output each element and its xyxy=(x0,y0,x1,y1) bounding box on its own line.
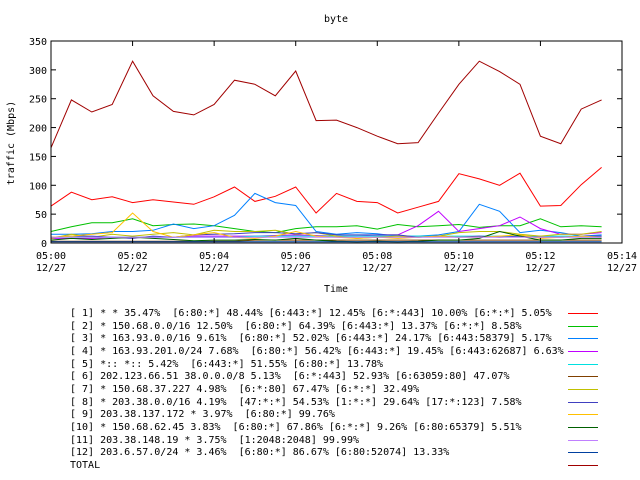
y-tick-label: 150 xyxy=(29,152,47,163)
y-axis-label: traffic (Mbps) xyxy=(6,101,17,185)
plot-frame xyxy=(50,40,623,244)
x-tick-time: 05:06 xyxy=(281,251,311,262)
y-tick-label: 200 xyxy=(29,124,47,135)
series-lines xyxy=(50,60,602,243)
x-tick-time: 05:12 xyxy=(525,251,555,262)
x-tick-time: 05:00 xyxy=(36,251,66,262)
axis-ticks: 05010015020025030035005:0012/2705:0212/2… xyxy=(29,37,637,274)
y-tick-label: 300 xyxy=(29,66,47,77)
series-line-10 xyxy=(50,230,602,243)
y-tick-label: 350 xyxy=(29,37,47,48)
x-axis-label: Time xyxy=(324,284,348,295)
series-line-1 xyxy=(50,167,602,214)
x-tick-date: 12/27 xyxy=(525,263,555,274)
x-tick-date: 12/27 xyxy=(36,263,66,274)
y-tick-label: 250 xyxy=(29,95,47,106)
x-tick-time: 05:08 xyxy=(362,251,392,262)
x-tick-time: 05:02 xyxy=(118,251,148,262)
chart-title: byte xyxy=(324,14,348,25)
y-tick-label: 100 xyxy=(29,181,47,192)
x-tick-date: 12/27 xyxy=(118,263,148,274)
y-tick-label: 0 xyxy=(41,239,47,250)
x-tick-date: 12/27 xyxy=(362,263,392,274)
x-tick-time: 05:04 xyxy=(199,251,229,262)
series-line-13 xyxy=(50,60,602,148)
x-tick-date: 12/27 xyxy=(444,263,474,274)
x-tick-date: 12/27 xyxy=(199,263,229,274)
x-tick-time: 05:10 xyxy=(444,251,474,262)
x-tick-time: 05:14 xyxy=(607,251,637,262)
x-tick-date: 12/27 xyxy=(281,263,311,274)
x-tick-date: 12/27 xyxy=(607,263,637,274)
y-tick-label: 50 xyxy=(35,210,47,221)
series-line-2 xyxy=(50,218,602,234)
series-line-3 xyxy=(51,192,602,237)
series-line-9 xyxy=(50,212,602,239)
series-line-7 xyxy=(50,229,602,239)
